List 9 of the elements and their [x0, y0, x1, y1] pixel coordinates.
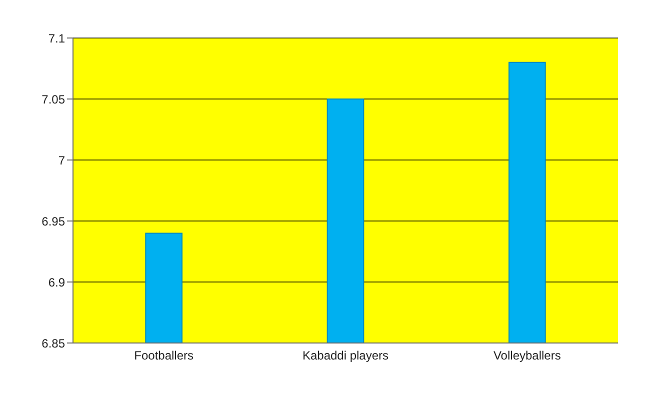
y-tick-label: 7.05 [42, 92, 66, 106]
x-tick-label: Volleyballers [493, 348, 561, 363]
x-tick-label: Footballers [134, 348, 194, 363]
y-tick-label: 7.1 [48, 31, 66, 46]
y-tick-label: 7 [58, 153, 66, 168]
x-tick-label: Kabaddi players [302, 348, 389, 363]
y-tick-label: 6.85 [42, 336, 66, 350]
y-tick-label: 6.9 [48, 275, 66, 290]
y-tick-label: 6.95 [42, 214, 66, 228]
